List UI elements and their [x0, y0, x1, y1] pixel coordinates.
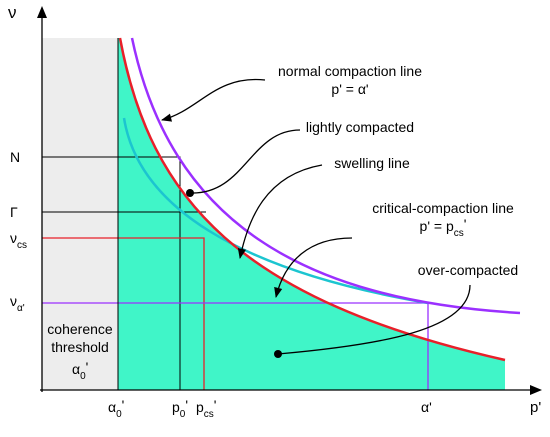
- text-part: Γ: [10, 204, 18, 220]
- text-part: p: [172, 399, 180, 415]
- coherence-symbol: α0': [72, 359, 88, 382]
- text-part: cs: [454, 228, 464, 239]
- text-part: p: [196, 399, 204, 415]
- text-part: ν: [10, 230, 17, 246]
- text-part: cs: [17, 240, 27, 251]
- over-compacted-region: [118, 38, 505, 390]
- text-part: N: [10, 149, 20, 165]
- text-part: α': [421, 399, 432, 415]
- y-axis-label: ν: [8, 3, 17, 22]
- lightly-leader: [189, 129, 301, 194]
- normal-compaction-line: [130, 37, 521, 315]
- ccl-arrow: [274, 237, 353, 299]
- y-label: νcs: [10, 230, 27, 251]
- text-part: 0: [80, 371, 86, 382]
- coherence-line1: coherence: [47, 321, 113, 337]
- y-label: να': [10, 293, 25, 314]
- ccl-title: critical-compaction line: [372, 200, 514, 216]
- vcs-line: [42, 237, 205, 390]
- x-label: α0': [108, 397, 124, 420]
- lightly-label: lightly compacted: [306, 119, 414, 135]
- y-arrow: [37, 6, 47, 18]
- coherence-line2: threshold: [51, 339, 109, 355]
- x-axis-label: p': [530, 399, 541, 416]
- x-label: pcs': [196, 397, 216, 420]
- text-part: p' = p: [420, 218, 454, 234]
- text-part: ': [464, 216, 467, 232]
- y-label: Γ: [10, 204, 18, 220]
- ccl-formula: p' = pcs': [420, 216, 467, 239]
- over-label: over-compacted: [418, 262, 518, 278]
- x-arrow: [530, 385, 542, 395]
- critical-compaction-line: [118, 37, 506, 362]
- text-part: 0: [116, 409, 122, 420]
- text-part: ': [122, 397, 125, 413]
- ncl-title: normal compaction line: [278, 63, 422, 79]
- text-part: α': [17, 303, 25, 314]
- lightly-dot: [186, 189, 194, 197]
- swelling-label: swelling line: [334, 155, 410, 171]
- over-leader: [277, 284, 471, 355]
- x-label: p0': [172, 397, 188, 420]
- swelling-arrow: [237, 164, 323, 260]
- text-part: α: [108, 399, 116, 415]
- y-label: N: [10, 149, 20, 165]
- text-part: ': [214, 397, 217, 413]
- text-part: ν: [10, 293, 17, 309]
- x-label: α': [421, 399, 432, 415]
- swelling-line: [122, 117, 429, 305]
- ncl-formula: p' = α': [331, 81, 368, 97]
- over-dot: [274, 350, 282, 358]
- coherence-region: [42, 38, 118, 390]
- text-part: cs: [204, 409, 214, 420]
- text-part: α: [72, 361, 80, 377]
- text-part: ': [185, 397, 188, 413]
- ncl-arrow: [160, 78, 266, 122]
- text-part: ': [86, 359, 89, 375]
- text-part: 0: [180, 409, 186, 420]
